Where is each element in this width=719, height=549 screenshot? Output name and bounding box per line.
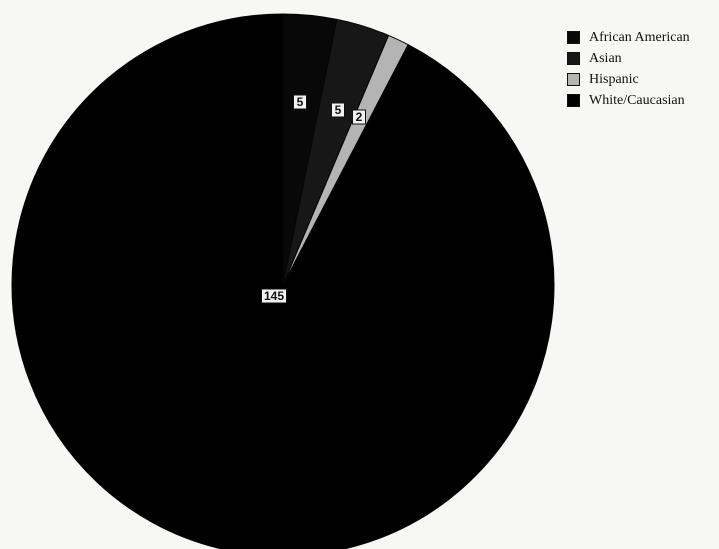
legend-swatch-white-caucasian [567,94,580,107]
data-label-box-hispanic [352,109,366,125]
legend-item-white-caucasian: White/Caucasian [567,90,717,111]
legend-item-asian: Asian [567,48,717,69]
legend-label-asian: Asian [589,50,622,66]
chart-legend: African American Asian Hispanic White/Ca… [567,27,717,111]
legend-swatch-hispanic [567,73,580,86]
data-label-white-caucasian: 145 [264,289,284,303]
legend-label-white-caucasian: White/Caucasian [589,92,685,108]
data-label-asian: 5 [335,103,342,117]
legend-label-african-american: African American [589,29,690,45]
legend-label-hispanic: Hispanic [589,71,639,87]
legend-swatch-asian [567,52,580,65]
data-label-hispanic: 2 [356,110,363,124]
pie-slice-white-caucasian [11,13,555,549]
data-label-box-white-caucasian [261,288,287,304]
data-label-african-american: 5 [297,95,304,109]
legend-swatch-african-american [567,31,580,44]
legend-item-african-american: African American [567,27,717,48]
legend-item-hispanic: Hispanic [567,69,717,90]
data-label-box-asian [331,102,345,118]
data-label-box-african-american [293,94,307,110]
